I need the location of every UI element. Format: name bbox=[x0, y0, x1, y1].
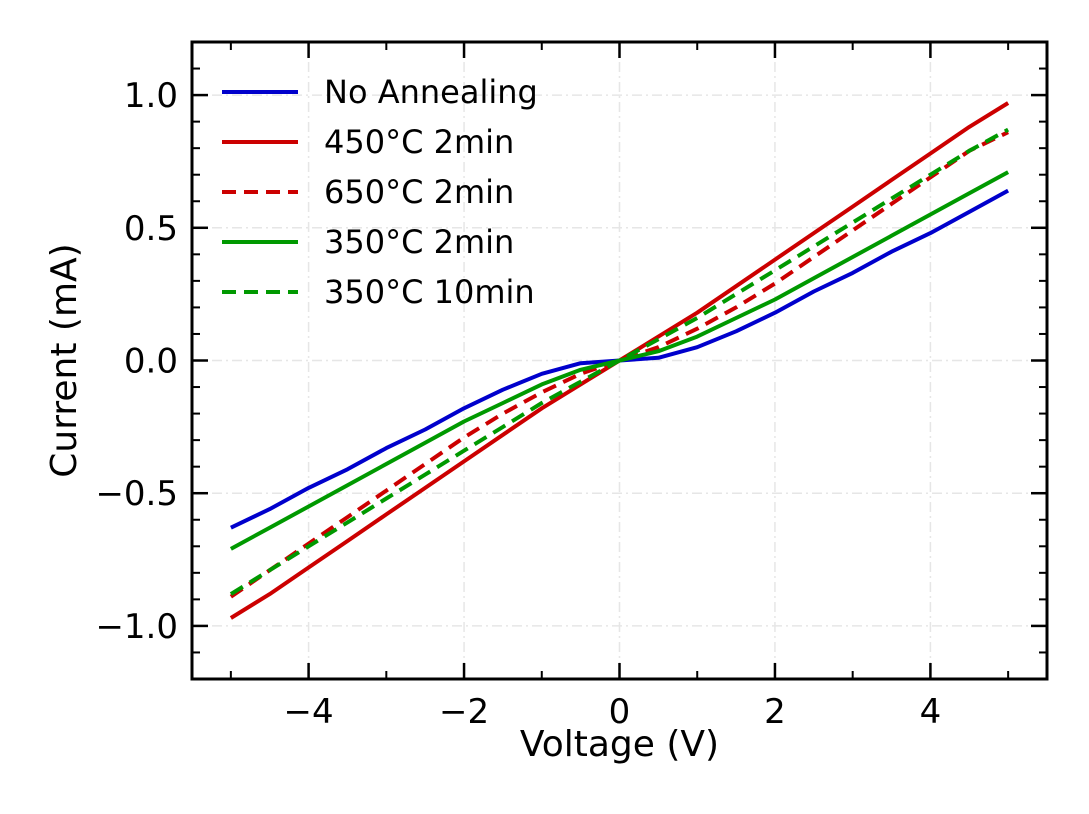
legend-label: No Annealing bbox=[324, 73, 538, 111]
x-tick-label: 4 bbox=[920, 692, 942, 732]
legend: No Annealing 450°C 2min 650°C 2min 350°C 2m… bbox=[222, 73, 538, 311]
y-tick-label: 1.0 bbox=[124, 76, 178, 116]
axis-ticks bbox=[192, 42, 1047, 679]
y-tick-label: −0.5 bbox=[95, 474, 178, 514]
legend-label: 350°C 10min bbox=[324, 273, 535, 311]
legend-label: 350°C 2min bbox=[324, 223, 514, 261]
legend-label: 450°C 2min bbox=[324, 123, 514, 161]
series-line-4 bbox=[229, 127, 1010, 596]
y-tick-label: −1.0 bbox=[95, 607, 178, 647]
y-tick-label: 0.0 bbox=[124, 342, 178, 382]
series-line-2 bbox=[229, 130, 1009, 599]
series-lines bbox=[229, 101, 1010, 620]
tick-labels: −4 −2 0 2 4 −1.0 −0.5 0.0 0.5 1.0 bbox=[95, 76, 941, 732]
x-tick-label: 2 bbox=[764, 692, 786, 732]
legend-label: 650°C 2min bbox=[324, 173, 514, 211]
x-axis-title: Voltage (V) bbox=[520, 724, 719, 765]
x-tick-label: 0 bbox=[609, 692, 631, 732]
x-tick-label: −4 bbox=[284, 692, 334, 732]
y-axis-title: Current (mA) bbox=[44, 243, 85, 477]
x-tick-label: −2 bbox=[439, 692, 489, 732]
y-tick-label: 0.5 bbox=[124, 209, 178, 249]
